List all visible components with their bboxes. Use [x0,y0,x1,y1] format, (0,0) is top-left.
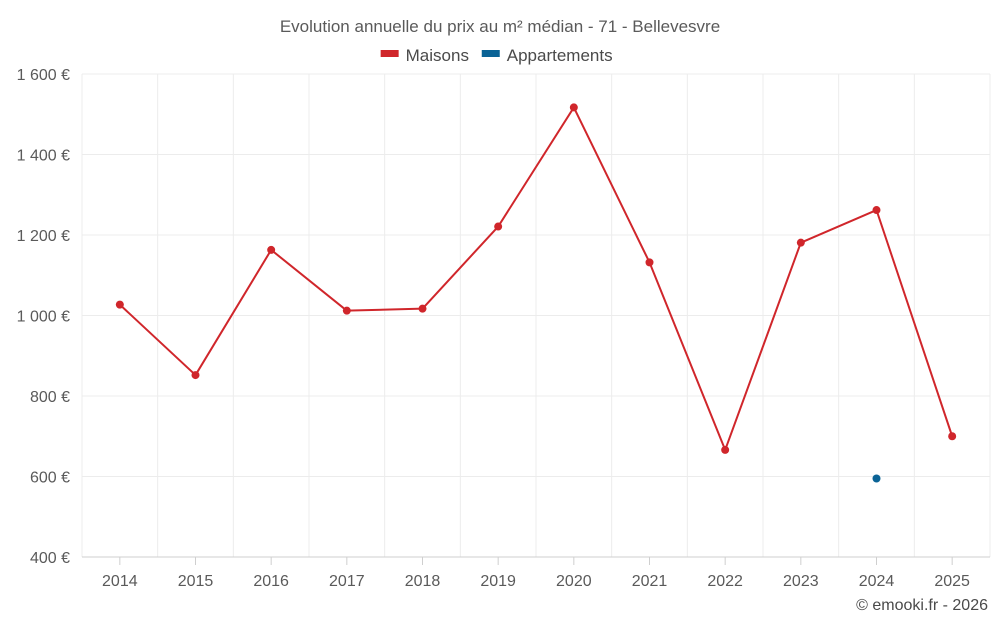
data-point-maisons[interactable] [267,245,276,254]
y-tick-label: 400 € [30,550,70,567]
y-tick-label: 1 400 € [17,148,70,165]
data-point-maisons[interactable] [191,371,200,380]
legend-item-appartements[interactable]: Appartements [481,46,613,65]
legend-swatch [380,50,399,57]
x-tick-label: 2021 [632,573,668,590]
legend-swatch [481,50,500,57]
data-point-maisons[interactable] [115,300,124,309]
credit-text: © emooki.fr - 2026 [856,597,988,614]
legend-item-maisons[interactable]: Maisons [380,46,469,65]
data-point-maisons[interactable] [569,103,578,112]
x-tick-label: 2016 [253,573,289,590]
x-tick-label: 2025 [934,573,970,590]
x-tick-label: 2022 [707,573,743,590]
x-tick-label: 2024 [859,573,895,590]
series-maisons [115,103,957,454]
chart-title: Evolution annuelle du prix au m² médian … [280,17,720,36]
data-point-maisons[interactable] [494,222,503,231]
y-tick-label: 600 € [30,470,70,487]
data-point-maisons[interactable] [342,306,351,315]
series-layer [115,103,957,483]
x-tick-label: 2017 [329,573,365,590]
data-point-maisons[interactable] [796,238,805,247]
x-tick-label: 2023 [783,573,819,590]
series-appartements [872,474,881,483]
x-tick-label: 2020 [556,573,592,590]
y-tick-label: 1 200 € [17,228,70,245]
x-tick-label: 2018 [405,573,441,590]
y-tick-label: 1 000 € [17,309,70,326]
data-point-maisons[interactable] [948,432,957,441]
y-tick-label: 1 600 € [17,67,70,84]
data-point-maisons[interactable] [645,258,654,267]
y-tick-label: 800 € [30,389,70,406]
legend: Maisons Appartements [380,46,613,65]
data-point-maisons[interactable] [872,206,881,215]
legend-label: Maisons [406,46,469,65]
legend-label: Appartements [507,46,613,65]
x-tick-label: 2014 [102,573,138,590]
axes: 400 € 600 € 800 € 1 000 € 1 200 € 1 400 € 1 60… [17,67,990,590]
x-tick-label: 2019 [480,573,516,590]
data-point-appartements[interactable] [872,474,881,483]
series-line-maisons [119,106,954,451]
grid [81,73,991,557]
x-tick-label: 2015 [178,573,214,590]
data-point-maisons[interactable] [721,445,730,454]
data-point-maisons[interactable] [418,304,427,313]
